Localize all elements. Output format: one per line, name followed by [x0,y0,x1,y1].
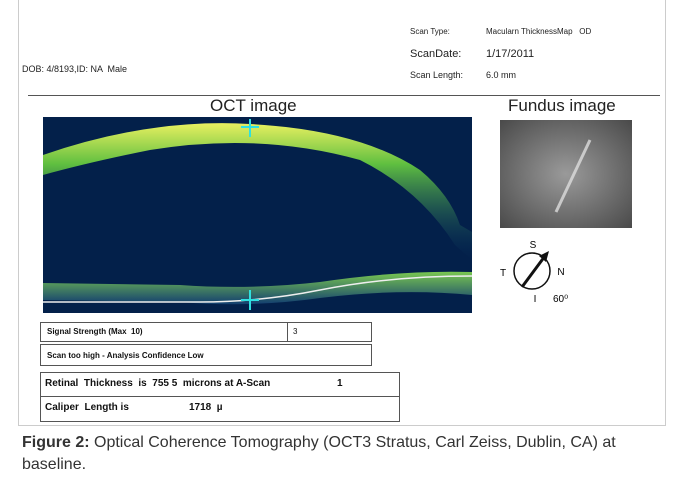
thickness-box: Retinal Thickness is 755 5 microns at A-… [40,372,400,422]
compass-angle: 60⁰ [553,294,568,305]
dob: DOB: 4/8193,ID: NA Male [22,64,128,74]
divider [28,95,660,96]
oct-image [43,117,473,313]
caliper-label: Caliper Length is [45,402,129,413]
compass: S T N I 60⁰ [500,240,568,305]
signal-box: Signal Strength (Max 10) 3 [40,322,372,342]
fundus-image [500,120,632,228]
confidence-text: Scan too high - Analysis Confidence Low [47,351,204,360]
cell-divider [287,323,288,341]
figure-frame [18,0,666,426]
row-divider [41,396,399,397]
caption: Figure 2: Optical Coherence Tomography (… [22,432,667,476]
compass-t: T [500,268,506,279]
a-scan: 1 [337,378,343,389]
oct-label: OCT image [210,96,297,115]
scan-type: Macularn ThicknessMap OD [486,27,592,36]
caption-label: Figure 2: [22,434,90,451]
fundus-label: Fundus image [508,96,616,115]
compass-n: N [557,267,564,278]
scan-length: 6.0 mm [486,70,517,80]
scan-type-label: Scan Type: [410,27,450,36]
compass-i: I [534,294,537,305]
signal-label: Signal Strength (Max 10) [47,327,143,336]
compass-s: S [530,240,537,251]
images: S T N I 60⁰ [43,117,632,313]
scan-date: 1/17/2011 [486,48,535,60]
scan-date-label: ScanDate: [410,48,462,60]
signal-value: 3 [293,327,298,336]
thickness-label: Retinal Thickness is 755 5 microns at A-… [45,378,271,389]
confidence-box: Scan too high - Analysis Confidence Low [40,344,372,366]
caption-text: Optical Coherence Tomography (OCT3 Strat… [22,434,616,473]
caliper-value: 1718 µ [189,402,223,413]
scan-length-label: Scan Length: [410,70,464,80]
